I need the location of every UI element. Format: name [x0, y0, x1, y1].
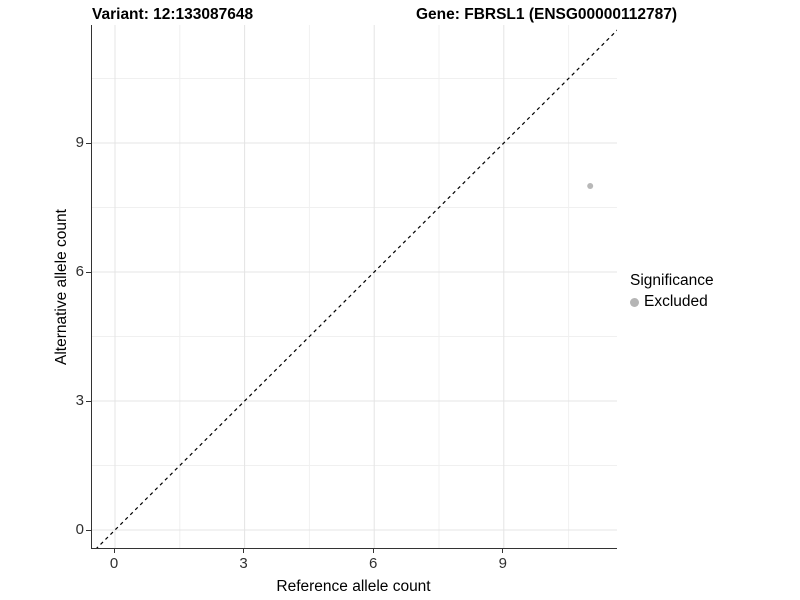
y-tick-mark	[86, 142, 91, 144]
legend: Significance Excluded	[630, 272, 714, 312]
legend-entry-excluded: Excluded	[630, 292, 714, 312]
y-tick-mark	[86, 400, 91, 402]
data-point	[587, 183, 594, 189]
x-tick-label: 3	[239, 555, 248, 572]
x-tick-mark	[113, 548, 115, 553]
legend-point-icon	[630, 297, 639, 307]
identity-dashed-line	[96, 29, 617, 548]
chart-title-variant: Variant: 12:133087648	[92, 6, 254, 23]
y-axis-title-text: Alternative allele count	[53, 209, 70, 365]
legend-entry-label: Excluded	[644, 293, 708, 310]
x-tick-mark	[243, 548, 245, 553]
x-axis-title: Reference allele count	[276, 578, 431, 595]
x-tick-mark	[502, 548, 504, 553]
y-tick-mark	[86, 271, 91, 273]
y-tick-label: 9	[75, 134, 84, 151]
legend-title: Significance	[630, 272, 714, 289]
x-tick-label: 0	[109, 555, 119, 572]
y-tick-label: 3	[75, 392, 84, 409]
x-tick-label: 6	[369, 555, 378, 572]
y-tick-mark	[86, 529, 91, 531]
chart-title-gene: Gene: FBRSL1 (ENSG00000112787)	[416, 6, 678, 23]
plot-panel	[91, 25, 617, 549]
y-tick-label: 6	[75, 263, 84, 280]
scatter-plot-canvas	[92, 25, 617, 548]
x-tick-mark	[372, 548, 374, 553]
y-tick-label: 0	[75, 521, 84, 538]
x-tick-label: 9	[498, 555, 507, 572]
